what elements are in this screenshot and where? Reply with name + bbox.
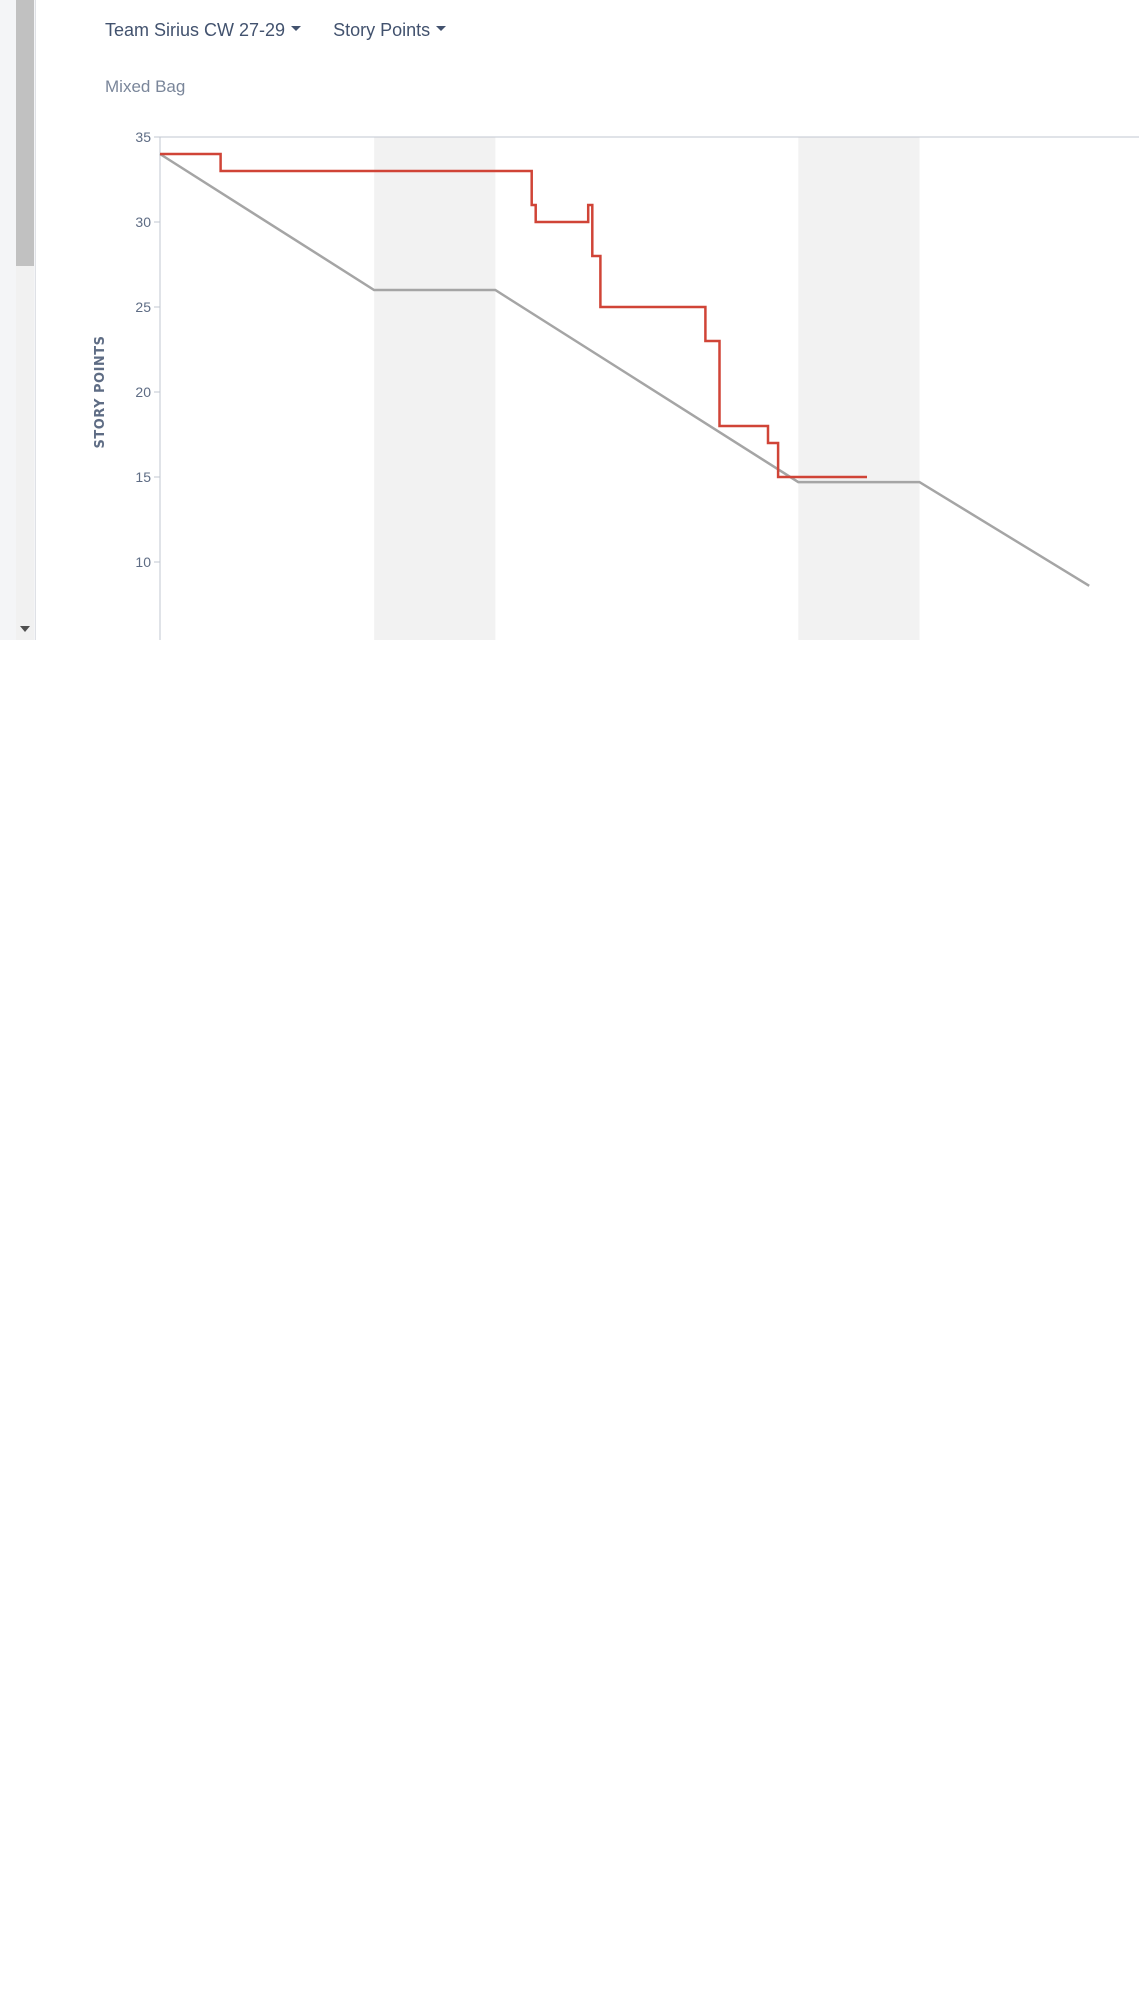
estimate-dropdown-label: Story Points (333, 19, 431, 40)
estimate-dropdown[interactable]: Story Points (333, 19, 447, 41)
sprint-subtitle: Mixed Bag (105, 77, 186, 96)
board-dropdown-label: Team Sirius CW 27-29 (105, 19, 286, 40)
scroll-down-arrow-icon[interactable] (20, 626, 30, 632)
caret-down-icon (291, 25, 302, 31)
y-tick-label: 30 (135, 214, 151, 230)
guideline-line (159, 152, 1090, 587)
y-tick-label: 25 (135, 299, 151, 315)
nonworking-band (798, 137, 920, 640)
scrollbar-thumb[interactable] (16, 0, 34, 266)
y-axis-label: STORY POINTS (93, 335, 108, 448)
nonworking-band (374, 137, 496, 640)
y-tick-label: 20 (135, 384, 151, 400)
caret-down-icon (436, 25, 447, 31)
y-tick-label: 35 (135, 129, 151, 145)
y-tick-label: 10 (135, 554, 151, 570)
remaining-values-line (160, 152, 867, 479)
y-tick-label: 15 (135, 469, 151, 485)
chart-toolbar: Team Sirius CW 27-29 Story Points (105, 16, 447, 44)
board-dropdown[interactable]: Team Sirius CW 27-29 (105, 19, 302, 41)
burndown-chart: 10 15 20 25 30 35 STORY POINTS (93, 129, 1139, 640)
